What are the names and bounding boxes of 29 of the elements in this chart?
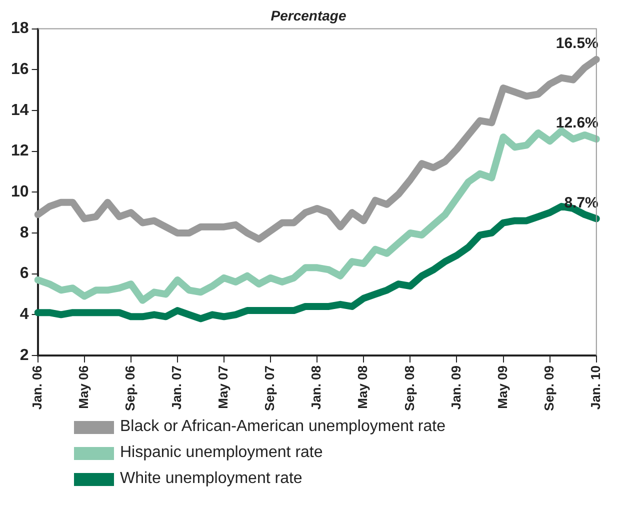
x-tick-label: Sep. 07 [262, 365, 278, 412]
y-tick-label: 2 [20, 346, 29, 364]
x-tick-label: May 08 [355, 365, 370, 409]
x-tick-label: Jan. 06 [29, 365, 44, 410]
y-tick-label: 8 [20, 224, 29, 242]
y-tick-label: 10 [11, 184, 29, 201]
y-tick-label: 12 [11, 142, 29, 160]
y-tick-label: 16 [11, 61, 29, 78]
x-tick-label: Sep. 06 [122, 365, 138, 412]
chart-title: Percentage [270, 7, 346, 24]
x-tick-label: Jan. 09 [448, 365, 464, 410]
x-tick-label: May 07 [216, 365, 231, 409]
x-tick-label: Jan. 08 [308, 365, 324, 410]
y-tick-label: 6 [20, 265, 29, 282]
x-tick-label: Sep. 09 [541, 365, 556, 412]
legend-label: White unemployment rate [120, 470, 302, 488]
annotation: 8.7% [564, 194, 598, 212]
annotation: 12.6% [556, 114, 598, 132]
legend-label: Hispanic unemployment rate [120, 444, 323, 462]
x-tick-label: Jan. 07 [169, 365, 184, 410]
y-tick-label: 18 [11, 20, 29, 38]
y-tick-label: 4 [20, 306, 29, 324]
annotation: 16.5% [556, 35, 598, 52]
x-tick-label: May 09 [494, 365, 510, 409]
x-tick-label: May 06 [76, 365, 91, 409]
x-tick-label: Sep. 08 [402, 365, 417, 412]
y-tick-label: 14 [11, 102, 29, 119]
x-tick-label: Jan. 10 [588, 365, 603, 410]
legend-label: Black or African-American unemployment rate [120, 418, 446, 436]
